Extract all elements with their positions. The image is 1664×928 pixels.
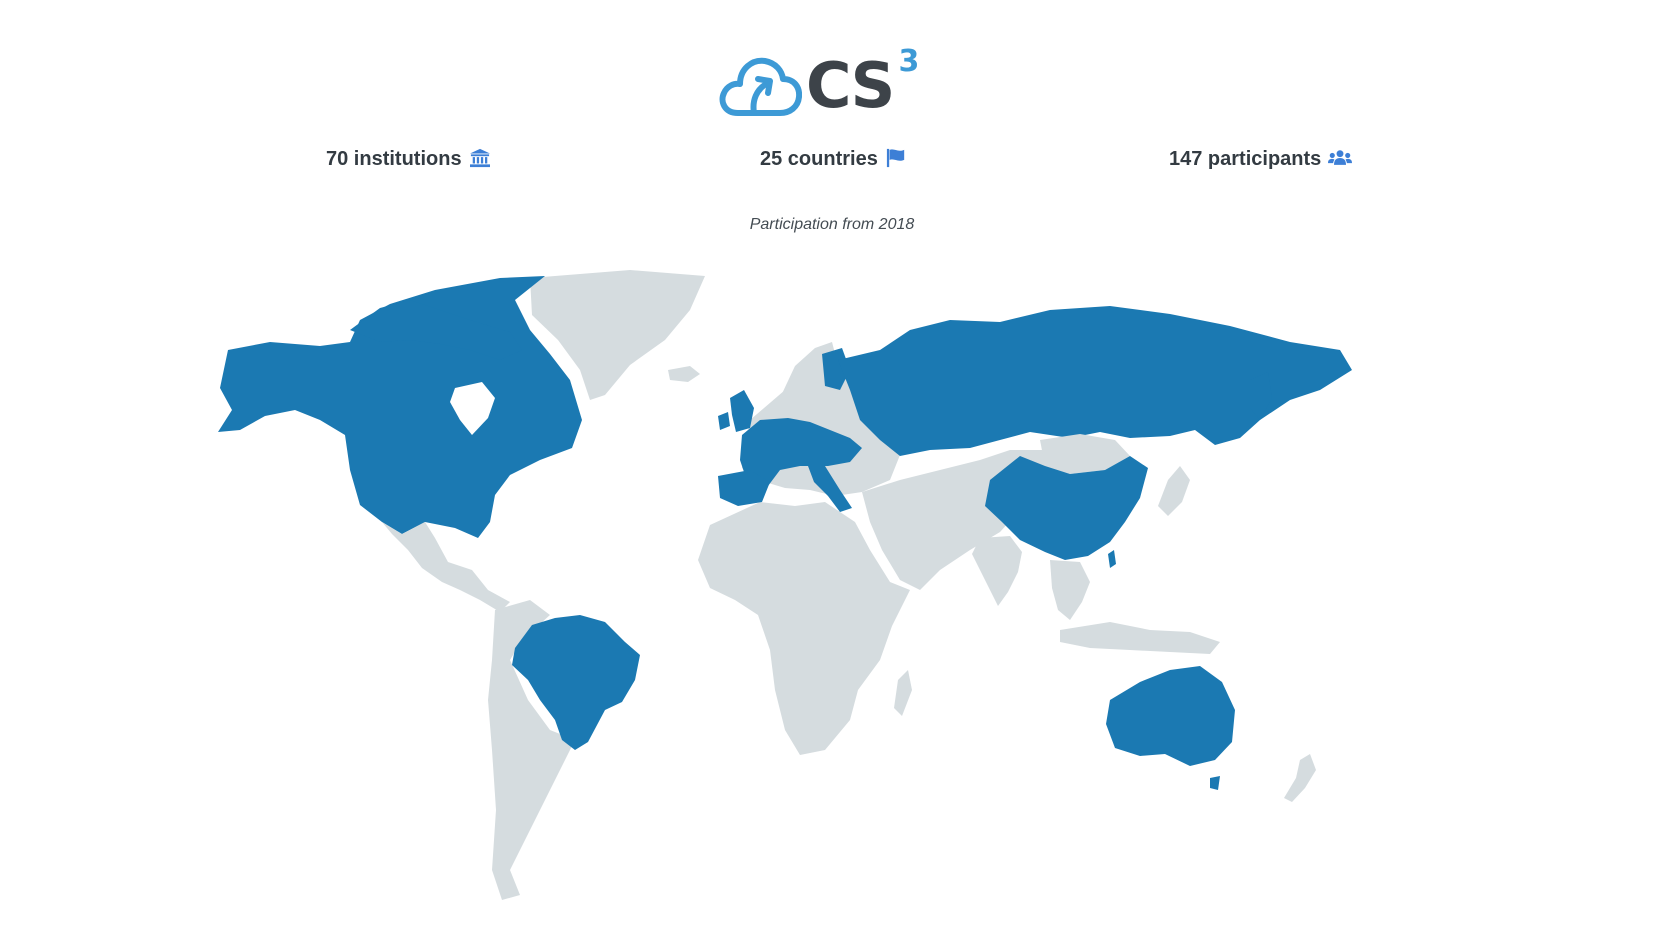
- region-finland: [822, 348, 850, 390]
- region-kamchatka: [1250, 372, 1272, 420]
- stat-countries-label: 25 countries: [760, 147, 878, 170]
- region-japan: [1158, 466, 1190, 516]
- region-india: [972, 536, 1022, 606]
- region-hudson-bay: [450, 382, 495, 435]
- institution-icon: [469, 148, 493, 170]
- region-tasmania: [1210, 776, 1220, 790]
- region-madagascar: [894, 670, 912, 716]
- logo-wordmark: CS 3: [806, 44, 920, 122]
- region-brazil: [512, 615, 640, 750]
- region-italy: [808, 466, 852, 512]
- region-australia: [1106, 666, 1235, 766]
- region-arctic-islands: [350, 300, 522, 360]
- stat-institutions-label: 70 institutions: [326, 147, 462, 170]
- region-africa: [698, 502, 910, 755]
- stat-institutions: 70 institutions: [326, 146, 493, 172]
- region-taiwan: [1108, 550, 1116, 568]
- region-mongolia: [1040, 434, 1130, 474]
- region-russia: [838, 306, 1352, 456]
- stat-participants-label: 147 participants: [1169, 147, 1322, 170]
- region-south-america: [488, 600, 575, 900]
- users-icon: [1328, 148, 1353, 170]
- region-uk: [730, 390, 754, 432]
- region-iceland: [668, 366, 700, 382]
- region-ireland: [718, 412, 730, 430]
- logo-superscript: 3: [898, 44, 920, 79]
- region-china: [985, 456, 1148, 560]
- region-central-america: [382, 522, 510, 612]
- cloud-upload-icon: [719, 57, 802, 116]
- stat-participants: 147 participants: [1169, 146, 1353, 172]
- region-western-europe: [740, 418, 862, 486]
- cs3-logo: CS 3: [718, 44, 938, 124]
- flag-icon: [885, 148, 909, 170]
- region-southeast-asia: [1050, 560, 1090, 620]
- region-indonesia: [1060, 622, 1220, 654]
- world-map: [218, 270, 1352, 900]
- region-iberia: [718, 470, 770, 506]
- region-new-zealand: [1284, 754, 1316, 802]
- region-greenland: [530, 270, 705, 400]
- stat-countries: 25 countries: [760, 146, 909, 172]
- participation-caption: Participation from 2018: [749, 216, 915, 233]
